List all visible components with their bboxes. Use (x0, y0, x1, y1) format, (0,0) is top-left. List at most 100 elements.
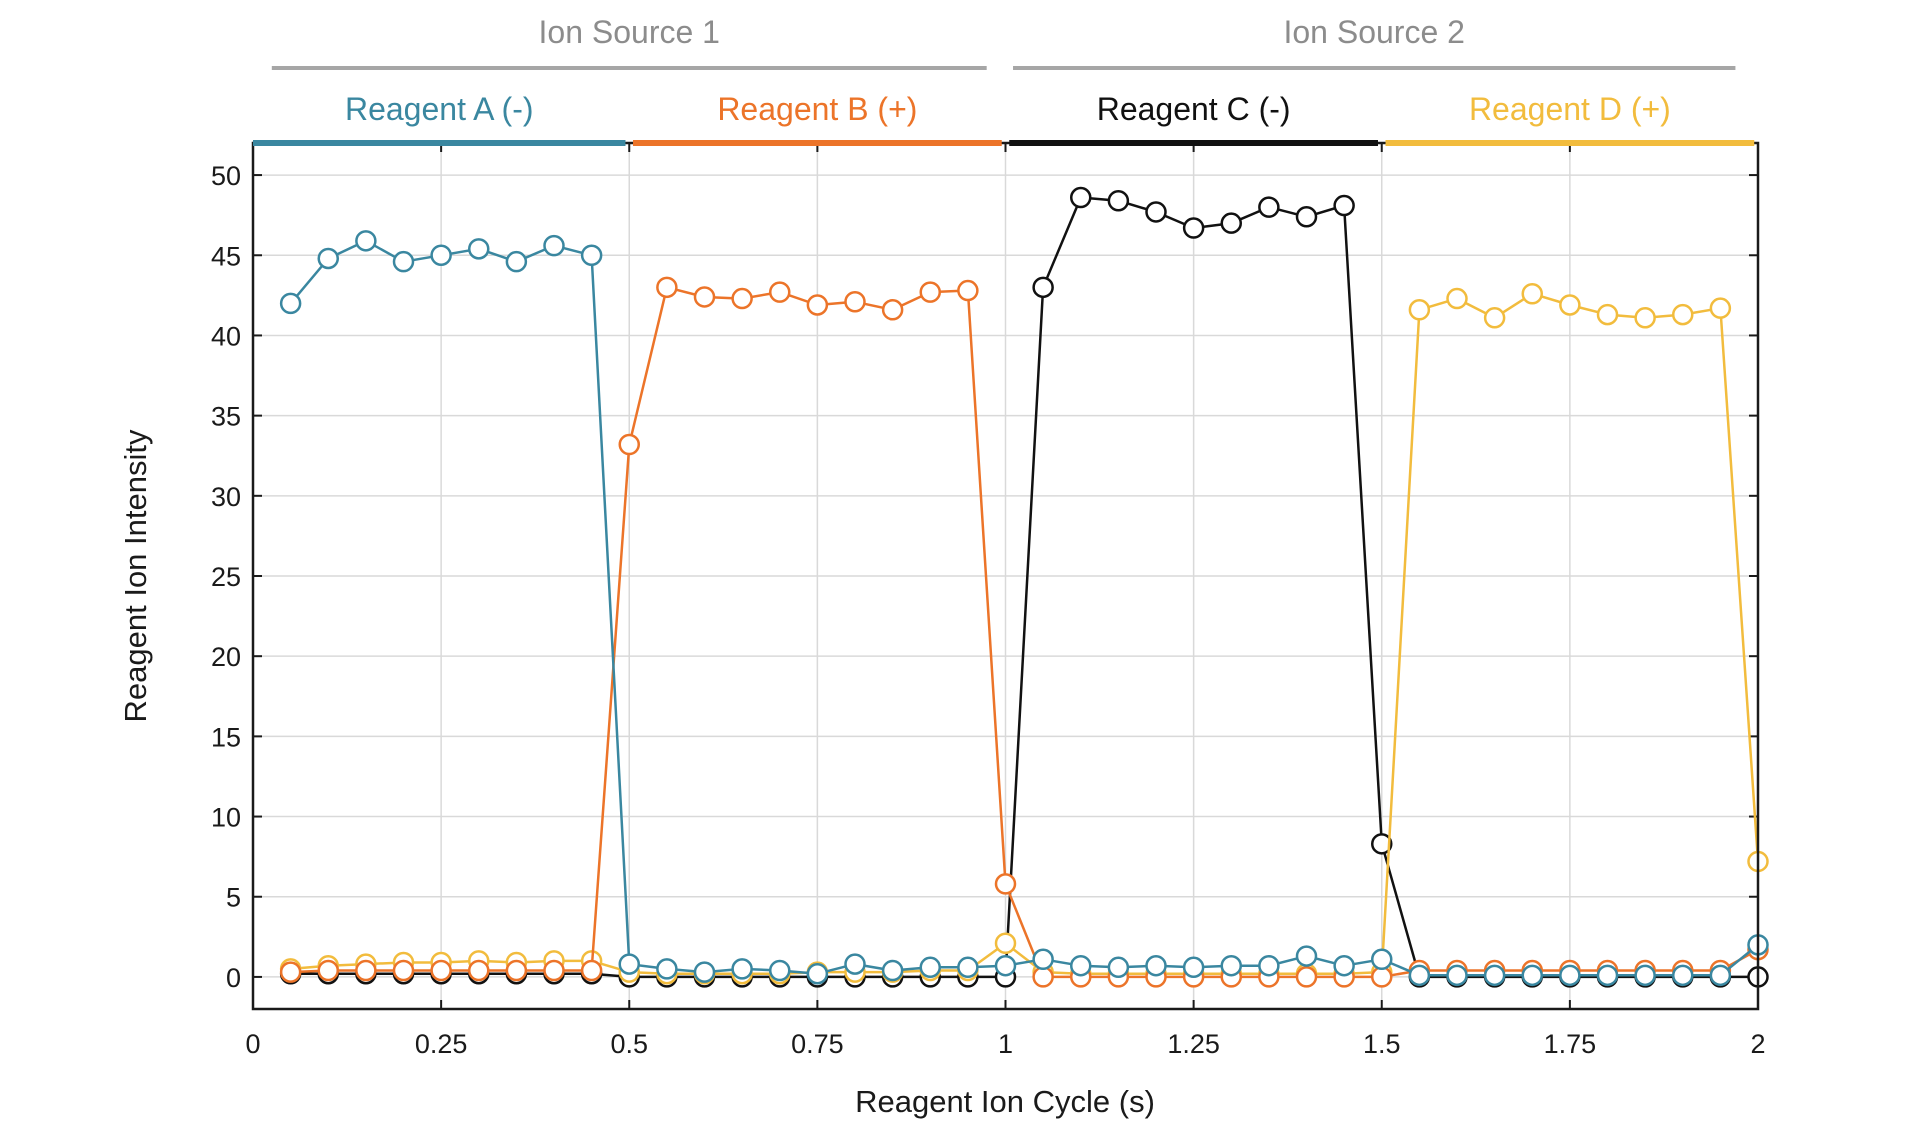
data-point-reagent-d (1634, 307, 1656, 329)
series-line-reagent-d (290, 292, 1760, 975)
data-point-reagent-a (1258, 954, 1280, 977)
data-point-reagent-b (844, 291, 866, 313)
data-point-reagent-c (1295, 206, 1318, 228)
y-tick-label: 0 (226, 963, 241, 993)
data-point-reagent-a (1596, 964, 1619, 987)
ion-source-groups: Ion Source 1 Ion Source 2 (271, 14, 1736, 70)
data-point-reagent-c (1333, 194, 1355, 217)
data-point-reagent-c (1107, 189, 1130, 212)
data-point-reagent-a (1182, 956, 1205, 979)
series-layer (279, 186, 1769, 988)
data-point-reagent-d (1709, 297, 1732, 319)
x-tick-label: 1.25 (1167, 1029, 1220, 1059)
data-point-reagent-a (994, 954, 1017, 977)
data-point-reagent-a (1220, 954, 1242, 977)
data-point-reagent-a (355, 230, 377, 252)
x-tick-label: 0 (245, 1029, 260, 1059)
data-point-reagent-a (1446, 964, 1468, 987)
data-point-reagent-a (1408, 964, 1431, 987)
data-point-reagent-b (957, 279, 979, 302)
x-tick-label: 1.75 (1544, 1029, 1597, 1059)
data-point-reagent-a (1371, 948, 1393, 971)
data-point-reagent-a (1521, 964, 1543, 987)
data-point-reagent-b (392, 959, 415, 982)
series-line-reagent-a (289, 239, 1759, 977)
y-tick-label: 5 (226, 883, 241, 913)
reagent-band-label: Reagent B (+) (717, 91, 917, 127)
data-point-reagent-a (580, 244, 603, 267)
data-point-reagent-a (392, 250, 415, 273)
data-point-reagent-a (1333, 954, 1355, 977)
series-line-reagent-b (290, 286, 1759, 979)
y-axis-title: Reagent Ion Intensity (118, 429, 153, 722)
data-point-reagent-c (1258, 196, 1280, 218)
y-tick-label: 30 (211, 482, 241, 512)
data-point-reagent-a (731, 958, 753, 980)
data-point-reagent-a (317, 247, 339, 270)
data-point-reagent-b (317, 959, 339, 982)
x-tick-label: 1 (998, 1029, 1013, 1059)
data-point-reagent-a (1295, 945, 1318, 967)
reagent-band-label: Reagent A (-) (345, 91, 534, 127)
y-tick-label: 25 (211, 562, 241, 592)
x-axis-title: Reagent Ion Cycle (s) (855, 1084, 1155, 1119)
y-tick-label: 45 (211, 241, 241, 271)
data-point-reagent-a (656, 958, 678, 980)
data-point-reagent-b (769, 281, 791, 303)
data-point-reagent-a (1672, 964, 1694, 987)
data-point-reagent-a (618, 953, 640, 975)
data-point-reagent-a (1634, 964, 1656, 987)
data-point-reagent-b (430, 959, 452, 982)
data-point-reagent-d (1408, 299, 1431, 321)
y-tick-label: 35 (211, 402, 241, 432)
data-point-reagent-b (468, 959, 490, 982)
data-point-reagent-a (806, 962, 829, 985)
data-point-reagent-d (1672, 303, 1694, 326)
data-point-reagent-d (1596, 303, 1619, 326)
x-tick-label: 0.25 (415, 1029, 468, 1059)
data-point-reagent-c (1220, 212, 1242, 234)
data-point-reagent-a (1032, 948, 1054, 971)
data-point-reagent-b (881, 299, 904, 321)
data-point-reagent-a (1070, 954, 1092, 977)
y-tick-label: 20 (211, 642, 241, 672)
data-point-reagent-c (1070, 186, 1092, 209)
data-point-reagent-b (505, 959, 528, 982)
data-point-reagent-d (1521, 282, 1543, 305)
data-point-reagent-d (994, 932, 1017, 954)
x-tick-label: 2 (1750, 1029, 1765, 1059)
data-point-reagent-b (919, 281, 941, 303)
data-point-reagent-a (1107, 956, 1130, 979)
data-point-reagent-a (693, 961, 716, 983)
data-point-reagent-b (731, 287, 753, 310)
data-point-reagent-a (468, 238, 490, 260)
data-point-reagent-a (1559, 964, 1581, 987)
data-point-reagent-b (580, 959, 603, 982)
plot-frame (251, 141, 1760, 1011)
data-point-reagent-a (279, 292, 302, 315)
ion-source-label: Ion Source 1 (539, 14, 720, 50)
x-tick-label: 0.5 (610, 1029, 648, 1059)
x-tick-label: 0.75 (791, 1029, 844, 1059)
data-point-reagent-b (1032, 966, 1054, 988)
data-point-reagent-b (618, 433, 640, 456)
data-point-reagent-a (1483, 964, 1506, 987)
data-point-reagent-a (881, 959, 904, 982)
data-point-reagent-b (656, 276, 678, 299)
x-tick-label: 1.5 (1363, 1029, 1401, 1059)
data-point-reagent-c (1371, 833, 1393, 855)
data-point-reagent-b (1295, 966, 1318, 988)
ion-source-label: Ion Source 2 (1283, 14, 1464, 50)
data-point-reagent-b (806, 294, 829, 316)
reagent-bands: Reagent A (-) Reagent B (+) Reagent C (-) R… (253, 91, 1755, 146)
data-point-reagent-a (505, 250, 528, 273)
data-point-reagent-b (543, 959, 565, 982)
data-point-reagent-a (1145, 954, 1167, 977)
y-tick-label: 15 (211, 722, 241, 752)
data-point-reagent-d (1559, 294, 1581, 316)
data-point-reagent-d (1483, 307, 1506, 329)
data-point-reagent-d (1446, 287, 1468, 310)
data-point-reagent-b (1371, 966, 1393, 988)
data-point-reagent-a (919, 956, 941, 979)
